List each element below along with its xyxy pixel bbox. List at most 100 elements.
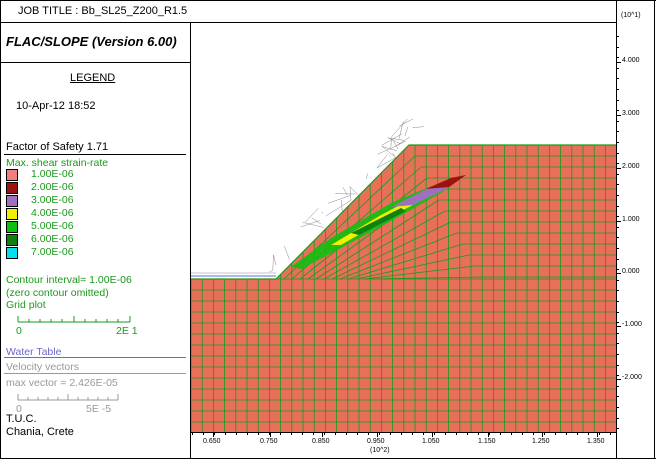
x-minor-tick (324, 432, 325, 435)
x-minor-tick (225, 432, 226, 435)
program-title: FLAC/SLOPE (Version 6.00) (6, 34, 177, 49)
border-bottom (0, 458, 656, 459)
wireframe-segment (382, 146, 395, 157)
x-minor-tick (269, 432, 270, 435)
contour-swatch (6, 182, 18, 194)
y-tick-mark (616, 115, 621, 116)
contour-interval: Contour interval= 1.00E-06 (6, 274, 132, 286)
x-minor-tick (291, 432, 292, 435)
y-minor-tick (616, 57, 619, 58)
wireframe-segment (284, 246, 289, 259)
contour-swatch (6, 195, 18, 207)
x-minor-tick (335, 432, 336, 435)
contour-value: 5.00E-06 (31, 220, 74, 232)
wireframe-segment (328, 196, 350, 204)
x-minor-tick (467, 432, 468, 435)
x-minor-tick (412, 432, 413, 435)
y-minor-tick (616, 195, 619, 196)
x-tick-label: 1.250 (532, 438, 550, 445)
x-minor-tick (379, 432, 380, 435)
y-axis-multiplier: (10^1) (621, 12, 641, 19)
location: Chania, Crete (6, 426, 74, 438)
grid-scale-left: 0 (16, 325, 22, 337)
y-minor-tick (616, 322, 619, 323)
contour-value: 4.00E-06 (31, 207, 74, 219)
y-minor-tick (616, 365, 619, 366)
wireframe-segment (389, 156, 390, 157)
wireframe-segment (366, 174, 367, 179)
x-minor-tick (302, 432, 303, 435)
x-minor-tick (610, 432, 611, 435)
y-minor-tick (616, 280, 619, 281)
wireframe-segment (322, 212, 323, 214)
wireframe-segment (399, 119, 412, 126)
y-minor-tick (616, 121, 619, 122)
x-minor-tick (203, 432, 204, 435)
wireframe-segment (350, 187, 358, 195)
y-minor-tick (616, 407, 619, 408)
y-minor-tick (616, 153, 619, 154)
y-minor-tick (616, 110, 619, 111)
slope-model-plot (191, 23, 616, 432)
x-tick-mark (270, 432, 271, 437)
y-minor-tick (616, 36, 619, 37)
vector-scale-bar (14, 391, 124, 403)
x-minor-tick (555, 432, 556, 435)
y-minor-tick (616, 163, 619, 164)
x-minor-tick (533, 432, 534, 435)
x-tick-mark (322, 432, 323, 437)
x-minor-tick (247, 432, 248, 435)
grid-scale-bar (14, 313, 134, 325)
x-tick-label: 1.150 (478, 438, 496, 445)
contour-value: 1.00E-06 (31, 168, 74, 180)
x-minor-tick (390, 432, 391, 435)
zero-contour-note: (zero contour omitted) (6, 287, 109, 299)
x-minor-tick (236, 432, 237, 435)
x-tick-mark (377, 432, 378, 437)
x-minor-tick (423, 432, 424, 435)
y-minor-tick (616, 354, 619, 355)
y-minor-tick (616, 142, 619, 143)
y-minor-tick (616, 269, 619, 270)
y-minor-tick (616, 227, 619, 228)
x-minor-tick (489, 432, 490, 435)
x-tick-label: 0.950 (367, 438, 385, 445)
x-tick-mark (432, 432, 433, 437)
program-underline (0, 62, 190, 63)
y-minor-tick (616, 206, 619, 207)
x-minor-tick (500, 432, 501, 435)
y-minor-tick (616, 100, 619, 101)
x-minor-tick (368, 432, 369, 435)
job-title: JOB TITLE : Bb_SL25_Z200_R1.5 (18, 5, 187, 17)
y-minor-tick (616, 386, 619, 387)
y-minor-tick (616, 396, 619, 397)
y-tick-mark (616, 62, 621, 63)
x-minor-tick (434, 432, 435, 435)
x-tick-mark (542, 432, 543, 437)
y-tick-label: 4.000 (622, 57, 640, 64)
x-minor-tick (346, 432, 347, 435)
contour-swatch (6, 208, 18, 220)
y-minor-tick (616, 89, 619, 90)
x-minor-tick (511, 432, 512, 435)
legend-heading: LEGEND (70, 72, 115, 84)
wireframe-segment (393, 140, 398, 150)
y-minor-tick (616, 343, 619, 344)
y-tick-mark (616, 273, 621, 274)
wireframe-segment (269, 270, 273, 272)
x-minor-tick (445, 432, 446, 435)
wireframe-segment (377, 154, 388, 168)
y-minor-tick (616, 47, 619, 48)
x-minor-tick (599, 432, 600, 435)
x-minor-tick (478, 432, 479, 435)
wireframe-segment (350, 187, 351, 201)
x-tick-mark (597, 432, 598, 437)
y-minor-tick (616, 375, 619, 376)
y-minor-tick (616, 428, 619, 429)
border-left (0, 0, 1, 459)
wireframe-segment (306, 208, 319, 222)
fos-underline (4, 154, 186, 155)
wireframe-segment (273, 255, 276, 265)
wireframe-segment (399, 121, 403, 138)
y-tick-label: 2.000 (622, 163, 640, 170)
